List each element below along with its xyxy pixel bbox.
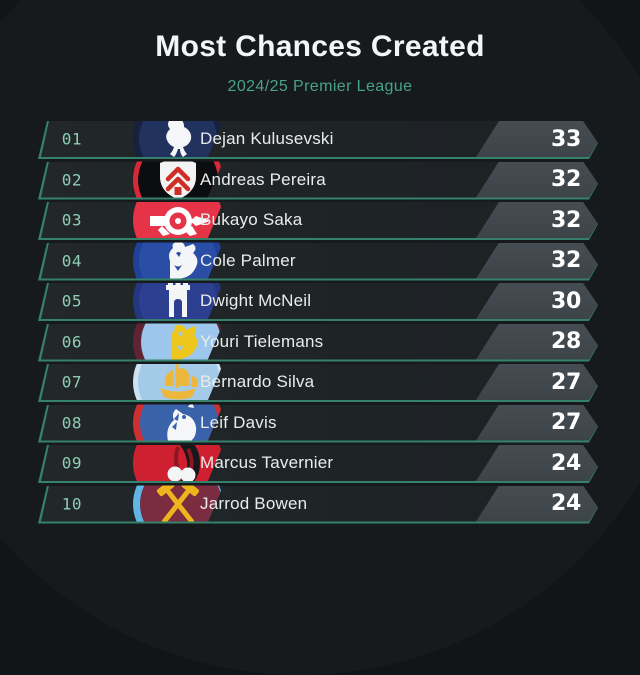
rank-label: 01 (61, 129, 82, 149)
value-label: 32 (550, 207, 581, 233)
table-row: 05 Dwight McNeil 30 (38, 283, 598, 321)
rank-label: 07 (61, 372, 82, 392)
value-chip: 33 (476, 121, 598, 157)
value-label: 28 (550, 329, 581, 354)
table-row: 08 Leif Davis 27 (38, 405, 598, 443)
value-chip: 32 (476, 202, 598, 238)
rank-label: 08 (61, 413, 82, 432)
value-chip: 27 (476, 405, 598, 441)
header: Most Chances Created 2024/25 Premier Lea… (0, 0, 640, 96)
page-title: Most Chances Created (155, 30, 485, 63)
value-chip: 27 (476, 364, 598, 400)
player-name: Marcus Tavernier (200, 453, 334, 472)
player-name: Youri Tielemans (200, 331, 324, 351)
rank-label: 09 (61, 453, 82, 473)
value-chip: 24 (476, 486, 598, 522)
rank-label: 06 (61, 332, 82, 351)
rank-label: 05 (61, 291, 82, 311)
value-label: 32 (550, 248, 581, 273)
table-row: 06 Youri Tielemans 28 (38, 324, 598, 362)
value-chip: 32 (476, 162, 598, 198)
table-row: 04 Cole Palmer 32 (38, 243, 598, 281)
rank-label: 10 (61, 494, 82, 513)
page-subtitle: 2024/25 Premier League (227, 78, 413, 95)
table-row: 02 Andreas Pereira 32 (38, 162, 598, 200)
value-label: 24 (550, 450, 581, 476)
leaderboard: 01 Dejan Kulusevski 33 02 (38, 121, 598, 526)
player-name: Bukayo Saka (200, 210, 303, 229)
player-name: Andreas Pereira (200, 169, 326, 189)
table-row: 10 Jar (38, 486, 598, 524)
player-name: Dwight McNeil (200, 291, 312, 310)
value-label: 33 (550, 126, 581, 152)
value-chip: 24 (476, 445, 598, 481)
value-chip: 28 (476, 324, 598, 360)
player-name: Leif Davis (200, 412, 277, 432)
rank-label: 03 (61, 210, 82, 230)
player-name: Dejan Kulusevski (200, 129, 334, 148)
table-row: 03 Bukayo Saka 32 (38, 202, 598, 240)
player-name: Bernardo Silva (200, 372, 315, 391)
value-label: 27 (550, 369, 581, 395)
table-row: 07 Bernardo Silva 27 (38, 364, 598, 402)
player-name: Cole Palmer (200, 250, 296, 270)
value-label: 30 (550, 288, 581, 314)
value-label: 27 (550, 410, 581, 435)
rank-label: 02 (61, 170, 82, 189)
table-row: 09 Marcus Tavernier 24 (38, 445, 598, 483)
value-chip: 30 (476, 283, 598, 319)
value-label: 24 (550, 491, 581, 516)
value-label: 32 (550, 167, 581, 192)
rank-label: 04 (61, 251, 82, 270)
table-row: 01 Dejan Kulusevski 33 (38, 121, 598, 159)
player-name: Jarrod Bowen (200, 493, 308, 513)
value-chip: 32 (476, 243, 598, 279)
